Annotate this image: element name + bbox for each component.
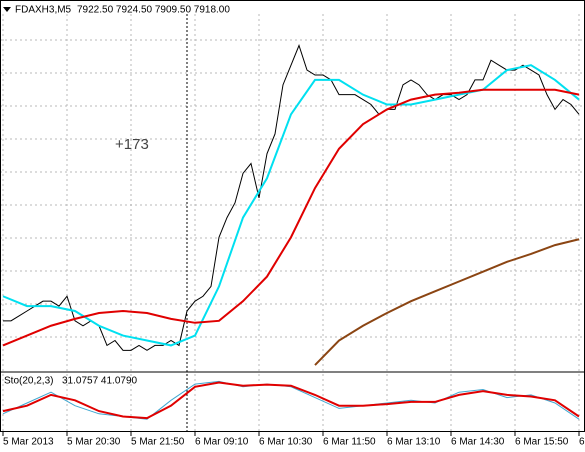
frame [0,0,585,432]
x-tick-label: 5 Mar 20:30 [67,437,121,448]
x-tick-label: 5 Mar 21:50 [131,437,185,448]
chart-title: FDAXH3,M5 [15,5,72,16]
x-tick-label: 6 [579,437,585,448]
x-tick-label: 6 Mar 14:30 [451,437,505,448]
series-line [314,238,580,366]
series-line [2,380,580,420]
series-line [3,44,580,351]
sto-title: Sto(20,2,3) [4,376,53,387]
x-tick-label: 6 Mar 11:50 [323,437,376,448]
x-tick-label: 6 Mar 09:10 [195,437,249,448]
x-tick-label: 6 Mar 10:30 [259,437,313,448]
x-tick-label: 5 Mar 2013 [3,437,54,448]
sto-values: 31.0757 41.0790 [62,376,138,387]
x-tick-label: 6 Mar 15:50 [515,437,569,448]
menu-icon [3,7,11,12]
x-tick-label: 6 Mar 13:10 [387,437,441,448]
ohlc: 7922.50 7924.50 7909.50 7918.00 [77,5,230,16]
annotation: +173 [115,136,149,153]
series-line [2,88,580,347]
series-line [2,381,580,420]
